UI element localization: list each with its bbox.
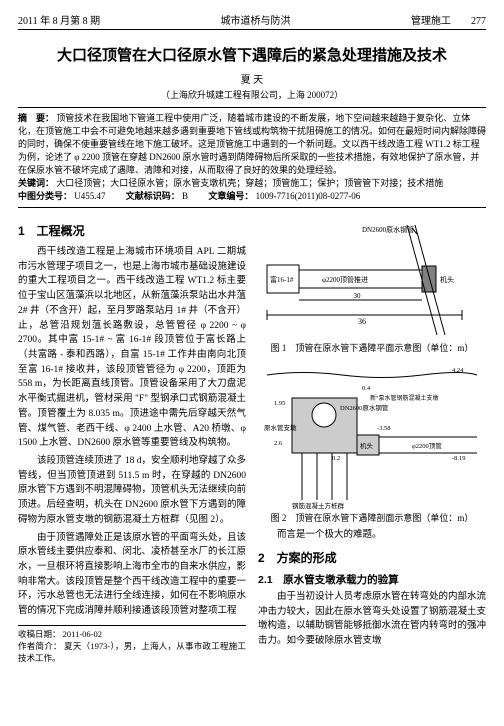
header-center: 城市道桥与防洪 xyxy=(221,12,291,27)
section-1-para-2: 该段顶管连续顶进了 18 d，安全顺利地穿越了众多管线，但当顶管顶进到 511.… xyxy=(18,454,246,528)
svg-text:机头: 机头 xyxy=(440,275,454,284)
svg-text:φ2200顶管: φ2200顶管 xyxy=(412,441,442,450)
svg-text:1.95: 1.95 xyxy=(274,400,285,407)
svg-text:机头: 机头 xyxy=(360,441,374,450)
abstract-label: 摘 要： xyxy=(18,113,54,123)
figure-2: DN2600原水钢管 原水管支墩 新"泵水管钢筋混凝土支墩 机头 φ2200顶管 xyxy=(258,360,486,526)
right-intro-para: 而言是一个极大的难题。 xyxy=(258,528,486,543)
doccode-label: 文献标识码： xyxy=(126,191,180,201)
svg-text:0.4: 0.4 xyxy=(362,385,371,392)
figure-1-caption: 图 1 顶管在原水管下遇障平面示意图（单位：m） xyxy=(258,342,486,356)
svg-text:新"泵水管钢筋混凝土支墩: 新"泵水管钢筋混凝土支墩 xyxy=(370,394,438,402)
svg-text:φ2200顶管推进: φ2200顶管推进 xyxy=(322,275,368,284)
author-bio-label: 作者简介： xyxy=(18,641,62,651)
figure-1-svg: 富16-1# φ2200顶管推进 机头 DN2600原水钢管 xyxy=(262,220,482,340)
figure-1: 富16-1# φ2200顶管推进 机头 DN2600原水钢管 xyxy=(258,220,486,356)
clc-value: U455.47 xyxy=(74,191,105,201)
abstract-text: 顶管技术在我国地下管道工程中使用广泛，随着城市建设的不断发展，地下空间越来越趋于… xyxy=(18,113,486,175)
figure-2-svg: DN2600原水钢管 原水管支墩 新"泵水管钢筋混凝土支墩 机头 φ2200顶管 xyxy=(262,360,482,510)
body-columns: 1 工程概况 西干线改造工程是上海城市环境项目 APL 二期城市污水管理子项目之… xyxy=(18,216,486,664)
svg-text:钢筋混凝土方桩群: 钢筋混凝土方桩群 xyxy=(292,501,345,510)
affiliation: （上海欣升城建工程有限公司，上海 200072） xyxy=(18,88,486,101)
figure-2-caption: 图 2 顶管在原水管下遇障剖面示意图（单位：m） xyxy=(258,512,486,526)
section-2-1-heading: 2.1 原水管支墩承载力的验算 xyxy=(258,572,486,588)
svg-text:2.6: 2.6 xyxy=(274,440,283,447)
footnote-block: 收稿日期： 2011-06-02 作者简介： 夏天（1973-），男，上海人，从… xyxy=(18,625,246,665)
svg-text:36: 36 xyxy=(358,317,366,326)
header-left: 2011 年 8 月第 8 期 xyxy=(18,12,100,27)
keywords-text: 大口径顶管；大口径原水管；原水管支墩机壳；穿越；顶管施工；保护；顶管管下对接；技… xyxy=(56,178,443,188)
section-1-para-3: 由于顶管遇障处正是该原水管的平面弯头处，且该原水管线主要供应泰和、闵北、凌桥甚至… xyxy=(18,531,246,619)
section-1-para-1: 西干线改造工程是上海城市环境项目 APL 二期城市污水管理子项目之一，也是上海市… xyxy=(18,245,246,451)
left-column: 1 工程概况 西干线改造工程是上海城市环境项目 APL 二期城市污水管理子项目之… xyxy=(18,216,246,664)
section-1-heading: 1 工程概况 xyxy=(18,222,246,241)
right-column: 富16-1# φ2200顶管推进 机头 DN2600原水钢管 xyxy=(258,216,486,664)
svg-text:-3.58: -3.58 xyxy=(377,425,391,432)
artno-value: 1009-7716(2011)08-0277-06 xyxy=(256,191,361,201)
section-2-heading: 2 方案的形成 xyxy=(258,549,486,568)
section-2-1-para-1: 由于当初设计人员考虑原水管在转弯处的内部水流冲击力较大，因此在原水管弯头处设置了… xyxy=(258,590,486,649)
svg-text:-8.19: -8.19 xyxy=(452,455,466,462)
svg-text:4.24: 4.24 xyxy=(452,367,464,374)
recv-date: 2011-06-02 xyxy=(63,629,102,639)
page: 2011 年 8 月第 8 期 城市道桥与防洪 管理施工 277 大口径顶管在大… xyxy=(0,0,504,677)
running-header: 2011 年 8 月第 8 期 城市道桥与防洪 管理施工 277 xyxy=(18,12,486,30)
recv-date-label: 收稿日期： xyxy=(18,629,61,639)
svg-text:原水管支墩: 原水管支墩 xyxy=(264,423,297,432)
doccode-value: B xyxy=(182,191,188,201)
svg-text:富16-1#: 富16-1# xyxy=(270,275,294,284)
svg-text:DN2600原水钢管: DN2600原水钢管 xyxy=(362,225,414,234)
header-right: 管理施工 277 xyxy=(411,12,486,27)
abstract-block: 摘 要： 顶管技术在我国地下管道工程中使用广泛，随着城市建设的不断发展，地下空间… xyxy=(18,107,486,208)
artno-label: 文章编号： xyxy=(208,191,253,201)
article-title: 大口径顶管在大口径原水管下遇障后的紧急处理措施及技术 xyxy=(18,44,486,65)
svg-text:30: 30 xyxy=(354,292,362,300)
author: 夏 天 xyxy=(18,71,486,86)
clc-label: 中图分类号： xyxy=(18,191,72,201)
svg-text:DN2600原水钢管: DN2600原水钢管 xyxy=(340,403,389,412)
keywords-label: 关键词： xyxy=(18,178,54,188)
svg-text:0.2: 0.2 xyxy=(332,455,340,462)
